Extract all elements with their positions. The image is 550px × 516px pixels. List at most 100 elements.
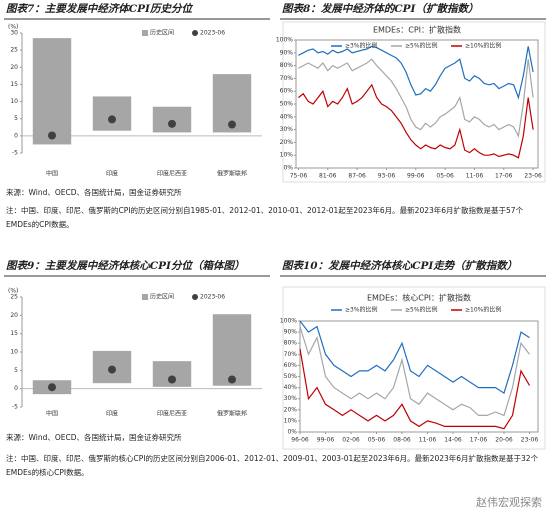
legend-swatch xyxy=(192,30,198,36)
range-bar xyxy=(32,38,72,145)
range-bar xyxy=(152,106,192,133)
legend-label: 历史区间 xyxy=(150,29,174,37)
chart-title: 图表8：发展中经济体的CPI（扩散指数） xyxy=(282,2,478,15)
x-tick-label: 93-06 xyxy=(378,173,396,180)
y-tick-label: 20% xyxy=(284,406,298,413)
y-axis-label: (%) xyxy=(8,24,18,31)
point xyxy=(108,115,116,124)
series-line xyxy=(299,326,530,417)
x-tick-label: 05-06 xyxy=(436,173,454,180)
x-tick-label: 17-06 xyxy=(495,173,513,180)
y-tick-label: 0 xyxy=(14,385,18,392)
chart-frame xyxy=(282,286,546,450)
y-tick-label: 20% xyxy=(280,139,294,146)
chart-title: 图表9：主要发展中经济体核心CPI分位（箱体图） xyxy=(6,259,244,272)
range-bar xyxy=(212,314,252,386)
chart-subtitle: EMDEs：核心CPI：扩散指数 xyxy=(367,293,471,303)
x-tick-label: 23-06 xyxy=(524,173,542,180)
x-tick-label: 11-06 xyxy=(419,437,437,444)
x-tick-label: 17-06 xyxy=(470,437,488,444)
legend-swatch xyxy=(142,30,148,36)
y-tick-label: -5 xyxy=(12,404,18,411)
y-tick-label: 30% xyxy=(284,395,298,402)
y-tick-label: 15 xyxy=(10,330,18,337)
x-tick-label: 印度尼西亚 xyxy=(157,170,187,178)
x-tick-label: 81-06 xyxy=(319,173,337,180)
legend-label: 2023-06 xyxy=(200,294,225,301)
legend-label: ≥5%的比例 xyxy=(405,42,438,50)
point xyxy=(48,383,56,392)
legend-label: ≥3%的比例 xyxy=(345,42,378,50)
series-line xyxy=(298,45,534,100)
x-tick-label: 75-06 xyxy=(290,173,308,180)
y-tick-label: 10 xyxy=(10,98,18,105)
legend-swatch xyxy=(192,294,198,300)
x-tick-label: 11-06 xyxy=(466,173,484,180)
y-tick-label: -5 xyxy=(12,150,18,157)
y-tick-label: 5 xyxy=(14,367,18,374)
chart-subtitle: EMDEs：CPI：扩散指数 xyxy=(373,25,461,35)
point xyxy=(228,120,236,129)
y-tick-label: 60% xyxy=(280,88,294,95)
y-tick-label: 0 xyxy=(14,132,18,139)
x-tick-label: 印度 xyxy=(106,170,118,178)
x-tick-label: 印度 xyxy=(106,410,118,418)
chart-title: 图表7：主要发展中经济体CPI历史分位 xyxy=(6,2,193,15)
y-tick-label: 70% xyxy=(284,351,298,358)
legend-label: 2023-06 xyxy=(200,30,225,37)
legend-label: ≥10%的比例 xyxy=(465,42,501,50)
y-tick-label: 0% xyxy=(287,429,297,436)
y-tick-label: 25 xyxy=(10,294,18,301)
y-tick-label: 100% xyxy=(276,37,293,44)
x-tick-label: 俄罗斯联邦 xyxy=(217,410,247,418)
x-tick-label: 99-06 xyxy=(407,173,425,180)
y-tick-label: 50% xyxy=(284,373,298,380)
x-tick-label: 印度尼西亚 xyxy=(157,410,187,418)
y-tick-label: 20 xyxy=(10,312,18,319)
y-tick-label: 25 xyxy=(10,47,18,54)
point xyxy=(108,365,116,374)
x-tick-label: 96-06 xyxy=(291,437,309,444)
range-bar xyxy=(92,96,132,131)
y-tick-label: 30 xyxy=(10,30,18,37)
y-tick-label: 15 xyxy=(10,81,18,88)
y-tick-label: 10% xyxy=(284,417,298,424)
source: 来源：Wind、OECD、各国统计局，国金证券研究所 xyxy=(6,188,182,197)
x-tick-label: 俄罗斯联邦 xyxy=(217,170,247,178)
y-tick-label: 40% xyxy=(280,113,294,120)
y-tick-label: 90% xyxy=(280,49,294,56)
point xyxy=(168,119,176,128)
y-tick-label: 0% xyxy=(283,165,293,172)
y-tick-label: 30% xyxy=(280,126,294,133)
x-tick-label: 中国 xyxy=(46,170,58,178)
point xyxy=(228,375,236,384)
y-tick-label: 100% xyxy=(280,318,297,325)
series-line xyxy=(298,58,534,138)
y-tick-label: 10% xyxy=(280,152,294,159)
x-tick-label: 08-06 xyxy=(393,437,411,444)
y-tick-label: 5 xyxy=(14,115,18,122)
chart-frame xyxy=(282,21,546,183)
y-tick-label: 60% xyxy=(284,362,298,369)
legend-label: ≥3%的比例 xyxy=(345,306,378,314)
point xyxy=(48,131,56,140)
plot-frame xyxy=(299,320,539,433)
legend-label: 历史区间 xyxy=(150,293,174,301)
y-tick-label: 10 xyxy=(10,349,18,356)
note: 注：中国、印度、印尼、俄罗斯的CPI的历史区间分别自1985-01、2012-0… xyxy=(6,206,524,229)
y-tick-label: 50% xyxy=(280,101,294,108)
legend-label: ≥5%的比例 xyxy=(405,306,438,314)
x-tick-label: 14-06 xyxy=(444,437,462,444)
plot-frame xyxy=(295,39,539,169)
x-tick-label: 中国 xyxy=(46,410,58,418)
x-tick-label: 99-06 xyxy=(317,437,335,444)
x-tick-label: 05-06 xyxy=(368,437,386,444)
x-tick-label: 87-06 xyxy=(348,173,366,180)
series-line xyxy=(298,83,534,159)
y-tick-label: 80% xyxy=(280,62,294,69)
y-tick-label: 90% xyxy=(284,329,298,336)
x-tick-label: 02-06 xyxy=(342,437,360,444)
x-tick-label: 20-06 xyxy=(495,437,513,444)
